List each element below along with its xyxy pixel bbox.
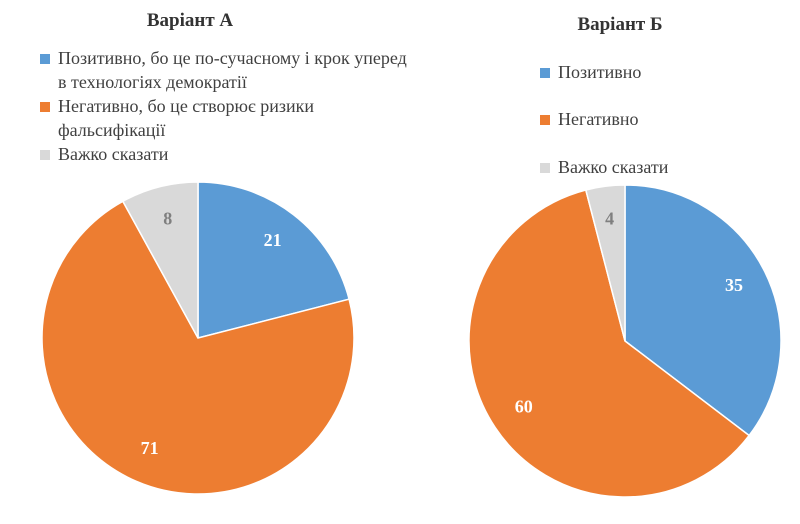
data-label: 4 xyxy=(605,208,614,228)
legend-label: Позитивно xyxy=(558,62,642,82)
legend-item: Позитивно, бо це по-сучасному і крок упе… xyxy=(40,46,408,94)
data-label: 71 xyxy=(141,438,159,458)
data-label: 60 xyxy=(515,397,533,417)
legend-item: Негативно xyxy=(540,107,800,131)
pie-slice xyxy=(41,200,355,495)
legend-item: Негативно, бо це створює ризики фальсифі… xyxy=(40,94,408,142)
data-label: 8 xyxy=(163,208,172,228)
pie-slice xyxy=(121,181,199,339)
legend-swatch xyxy=(40,150,50,160)
legend-label: Позитивно, бо це по-сучасному і крок упе… xyxy=(58,48,407,92)
legend-swatch xyxy=(540,68,550,78)
data-label: 21 xyxy=(264,230,282,250)
legend-label: Негативно, бо це створює ризики фальсифі… xyxy=(58,96,314,140)
chart-title: Варіант Б xyxy=(577,14,663,35)
chart-title: Варіант А xyxy=(146,10,234,31)
legend-swatch xyxy=(40,102,50,112)
legend-swatch xyxy=(540,115,550,125)
legend-swatch xyxy=(40,54,50,64)
legend-label: Негативно xyxy=(558,109,639,129)
pie-slice xyxy=(584,184,626,342)
legend-label: Важко сказати xyxy=(558,157,669,177)
legend-label: Важко сказати xyxy=(58,144,169,164)
legend-item: Важко сказати xyxy=(540,155,800,179)
pie-slice xyxy=(197,181,351,339)
data-label: 35 xyxy=(725,275,743,295)
pie-slice xyxy=(468,189,751,498)
pie-slice xyxy=(624,184,782,437)
legend-item: Позитивно xyxy=(540,60,800,84)
legend-item: Важко сказати xyxy=(40,142,408,166)
legend-swatch xyxy=(540,163,550,173)
